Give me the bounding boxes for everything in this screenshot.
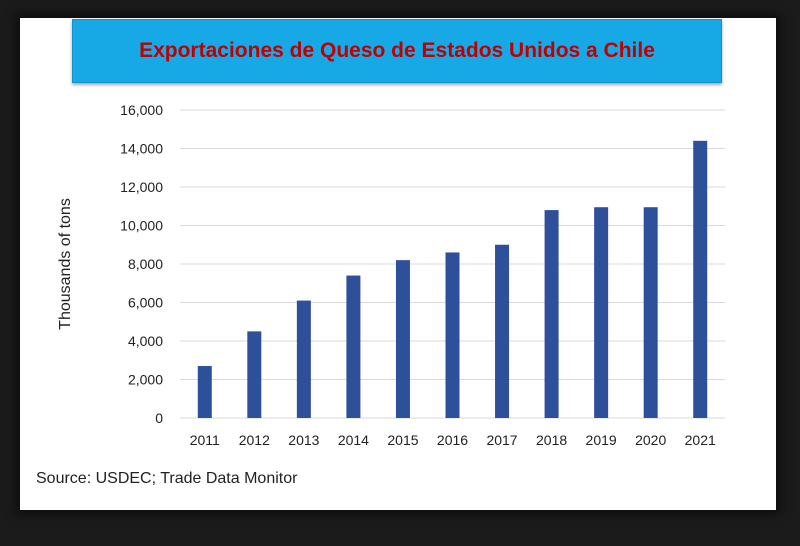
bar-2019: [594, 207, 609, 418]
x-tick-label: 2017: [486, 432, 517, 448]
bar-2013: [296, 300, 311, 418]
y-tick-label: 14,000: [120, 141, 163, 157]
bar-2020: [643, 207, 658, 418]
y-tick-label: 12,000: [120, 179, 163, 195]
y-tick-label: 10,000: [120, 218, 163, 234]
y-tick-label: 4,000: [128, 333, 163, 349]
x-tick-label: 2018: [536, 432, 567, 448]
x-tick-label: 2016: [437, 432, 468, 448]
bar-2014: [346, 275, 361, 418]
source-note: Source: USDEC; Trade Data Monitor: [36, 470, 298, 487]
bar-2016: [445, 252, 460, 418]
title-banner: Exportaciones de Queso de Estados Unidos…: [72, 19, 722, 83]
x-tick-label: 2021: [685, 432, 716, 448]
x-tick-label: 2011: [190, 432, 220, 448]
y-tick-label: 16,000: [120, 102, 163, 118]
y-tick-label: 8,000: [128, 256, 163, 272]
bar-2015: [395, 260, 410, 418]
x-tick-label: 2014: [338, 432, 369, 448]
y-tick-label: 2,000: [128, 372, 163, 388]
x-tick-label: 2015: [387, 432, 418, 448]
y-axis-label: Thousands of tons: [57, 198, 74, 330]
bar-2011: [197, 366, 212, 418]
y-tick-label: 0: [155, 410, 163, 426]
bar-2012: [247, 331, 262, 418]
chart-title: Exportaciones de Queso de Estados Unidos…: [139, 39, 655, 62]
bar-2018: [544, 210, 559, 418]
x-tick-label: 2013: [288, 432, 319, 448]
bars: [197, 140, 708, 419]
x-tick-label: 2020: [635, 432, 666, 448]
bar-2017: [495, 244, 510, 418]
y-tick-label: 6,000: [128, 295, 163, 311]
bar-2021: [693, 140, 708, 419]
y-axis-ticks: 0 2,000 4,000 6,000 8,000 10,000 12,000 14,000 1…: [120, 102, 163, 426]
x-tick-label: 2012: [239, 432, 270, 448]
x-axis-ticks: 2011 2012 2013 2014 2015 2016 2017 2018 2019 2020…: [190, 432, 716, 448]
x-tick-label: 2019: [586, 432, 617, 448]
